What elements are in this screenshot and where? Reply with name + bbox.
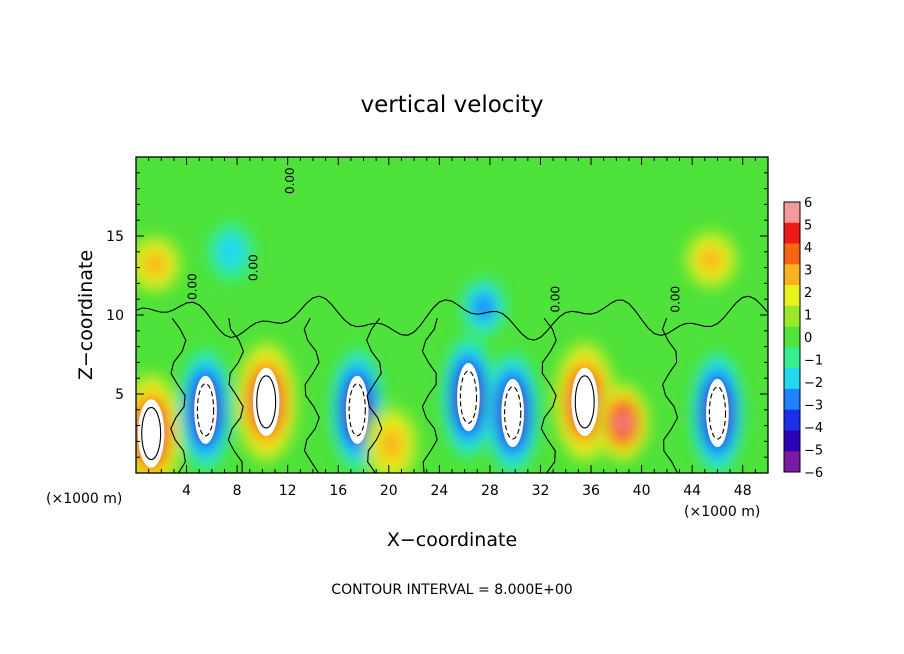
y-tick-label: 5 [115, 387, 124, 403]
colorbar-swatch [784, 264, 800, 286]
x-tick-label: 40 [633, 483, 651, 499]
x-tick-label: 8 [233, 483, 242, 499]
velocity-core-contour [141, 406, 162, 461]
velocity-core-contour [256, 375, 277, 429]
colorbar-tick-label: 0 [804, 331, 812, 346]
velocity-core-contour [504, 386, 522, 440]
contour-label: 0.00 [669, 286, 683, 313]
colorbar-tick-label: −1 [804, 354, 823, 369]
y-axis-label: Z−coordinate [75, 250, 97, 380]
velocity-band [473, 294, 494, 320]
colorbar-swatch [784, 305, 800, 328]
velocity-band [143, 251, 167, 278]
x-tick-label: 36 [582, 483, 600, 499]
x-unit-right: (×1000 m) [684, 504, 760, 520]
x-axis: 4 8 12 16 20 24 28 32 36 40 44 48 [148, 157, 756, 499]
colorbar-swatch [784, 368, 800, 390]
x-tick-label: 20 [380, 483, 398, 499]
zero-contour-line [540, 317, 557, 473]
colorbar-tick-label: −6 [804, 466, 823, 481]
x-tick-label: 28 [481, 483, 499, 499]
colorbar-tick-label: −3 [804, 399, 823, 414]
velocity-core-contour [196, 383, 215, 437]
contour-labels: 0.00 0.00 0.00 0.00 0.00 [186, 167, 683, 312]
plot-area: 0.00 0.00 0.00 0.00 0.00 [135, 156, 769, 474]
velocity-field [136, 221, 745, 473]
zero-contour-line [366, 317, 383, 473]
x-tick-label: 32 [532, 483, 550, 499]
y-tick-label: 10 [106, 308, 124, 324]
velocity-band [616, 413, 629, 432]
x-tick-label: 16 [329, 483, 347, 499]
colorbar-swatch [784, 202, 800, 224]
colorbar-swatch [784, 285, 800, 307]
colorbar-tick-label: 6 [804, 196, 812, 211]
velocity-core-contour [574, 375, 595, 429]
x-tick-label: 24 [430, 483, 448, 499]
chart-title: vertical velocity [361, 92, 544, 118]
velocity-core-contour [348, 383, 366, 437]
x-axis-label: X−coordinate [387, 529, 517, 551]
velocity-feature-13 [460, 277, 507, 338]
velocity-band [699, 246, 723, 273]
velocity-core-contour [459, 370, 478, 424]
x-tick-label: 44 [683, 483, 701, 499]
colorbar-tick-label: 2 [804, 286, 812, 301]
zero-contour-line [303, 317, 320, 473]
colorbar-swatch [784, 430, 800, 452]
colorbar-swatch [784, 222, 800, 245]
x-unit-left: (×1000 m) [46, 491, 122, 507]
y-tick-label: 15 [106, 229, 124, 245]
colorbar-tick-label: −4 [804, 421, 823, 436]
contour-interval-note: CONTOUR INTERVAL = 8.000E+00 [331, 582, 572, 598]
contour-label: 0.00 [246, 254, 260, 281]
contour-label: 0.00 [186, 273, 200, 300]
velocity-core-contour [708, 386, 727, 440]
colorbar-tick-label: 1 [804, 309, 812, 324]
velocity-feature-12 [207, 221, 255, 282]
contour-label: 0.00 [283, 167, 297, 194]
velocity-feature-10 [136, 234, 183, 295]
velocity-feature-8 [595, 382, 650, 463]
colorbar-swatch [784, 388, 800, 411]
colorbar-frame [783, 201, 801, 473]
x-tick-label: 12 [279, 483, 297, 499]
velocity-feature-11 [683, 229, 739, 290]
zero-contour-line [170, 317, 187, 473]
velocity-band [216, 233, 245, 270]
zero-contour-line [421, 318, 438, 473]
zero-contour-line [227, 318, 245, 473]
y-axis: 5 10 15 [106, 172, 768, 458]
velocity-band [379, 427, 404, 462]
contour-lines [136, 295, 768, 473]
x-tick-label: 4 [182, 483, 191, 499]
colorbar-swatch [784, 243, 800, 265]
colorbar-swatch [784, 409, 800, 431]
x-tick-label: 48 [734, 483, 752, 499]
colorbar-swatch [784, 347, 800, 369]
colorbar-tick-label: 3 [804, 264, 812, 279]
colorbar: 6 5 4 3 2 1 0 −1 −2 −3 −4 −5 −6 [783, 196, 823, 481]
colorbar-tick-label: 4 [804, 241, 812, 256]
colorbar-tick-label: −2 [804, 376, 823, 391]
colorbar-tick-label: −5 [804, 444, 823, 459]
contour-label: 0.00 [548, 286, 562, 313]
upper-zero-contour [136, 295, 768, 341]
colorbar-tick-label: 5 [804, 219, 812, 234]
velocity-field-cores [137, 363, 729, 468]
colorbar-swatch [784, 326, 800, 348]
colorbar-swatch [784, 451, 800, 473]
zero-contour-line [661, 317, 679, 473]
